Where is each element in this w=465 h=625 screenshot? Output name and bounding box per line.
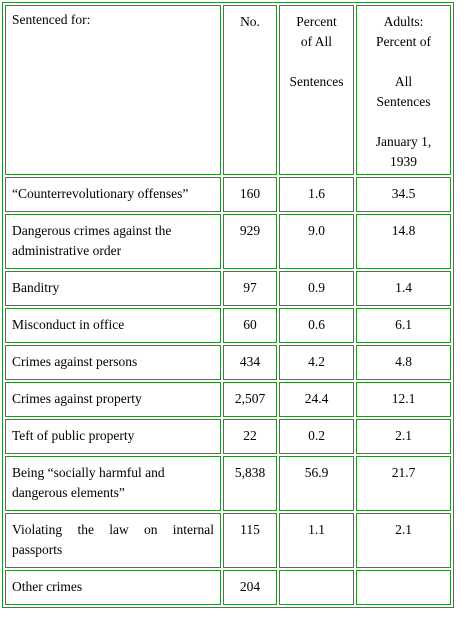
header-percent-line: of All <box>300 34 333 49</box>
table-row: Teft of public property 22 0.2 2.1 <box>5 419 451 454</box>
table-row: “Counterrevolutionary offenses” 160 1.6 … <box>5 177 451 212</box>
row-count: 929 <box>239 223 261 238</box>
header-adults-line: 1939 <box>390 154 417 169</box>
row-label: Being “socially harmful and dangerous el… <box>12 465 165 500</box>
table-row: Being “socially harmful and dangerous el… <box>5 456 451 511</box>
header-sentenced-for-text: Sentenced for: <box>12 12 91 27</box>
row-count: 115 <box>240 522 260 537</box>
row-adults-percent: 2.1 <box>395 428 412 443</box>
header-no: No. <box>223 5 277 175</box>
row-adults-percent: 21.7 <box>391 465 416 480</box>
table-row: Banditry 97 0.9 1.4 <box>5 271 451 306</box>
table-row: Violating the law on internal passports … <box>5 513 451 568</box>
row-label: Banditry <box>12 280 60 295</box>
header-percent-all: Percent of All Sentences <box>279 5 354 175</box>
row-label: Misconduct in office <box>12 317 125 332</box>
table-row: Crimes against persons 434 4.2 4.8 <box>5 345 451 380</box>
header-adults-line: Sentences <box>376 94 431 109</box>
row-adults-percent: 6.1 <box>395 317 412 332</box>
header-no-text: No. <box>240 14 260 29</box>
header-sentenced-for: Sentenced for: <box>5 5 221 175</box>
row-label: Teft of public property <box>12 428 135 443</box>
row-percent-all <box>280 571 353 577</box>
header-percent-line: Percent <box>296 14 337 29</box>
header-adults-line: All <box>394 74 413 89</box>
header-adults-line: Adults: <box>383 14 424 29</box>
sentences-table: Sentenced for: No. Percent of All Senten… <box>2 2 454 608</box>
row-percent-all: 1.6 <box>308 186 325 201</box>
header-row: Sentenced for: No. Percent of All Senten… <box>5 5 451 175</box>
row-adults-percent: 4.8 <box>395 354 412 369</box>
row-percent-all: 56.9 <box>304 465 329 480</box>
row-percent-all: 24.4 <box>304 391 329 406</box>
row-adults-percent: 1.4 <box>395 280 412 295</box>
row-count: 160 <box>239 186 261 201</box>
row-label: Dangerous crimes against the administrat… <box>12 223 172 258</box>
sentences-table-container: Sentenced for: No. Percent of All Senten… <box>2 2 454 608</box>
row-count: 97 <box>243 280 257 295</box>
row-label: “Counterrevolutionary offenses” <box>12 186 189 201</box>
table-row: Dangerous crimes against the administrat… <box>5 214 451 269</box>
row-percent-all: 0.2 <box>308 428 325 443</box>
header-adults-percent: Adults: Percent of All Sentences January… <box>356 5 451 175</box>
table-row: Crimes against property 2,507 24.4 12.1 <box>5 382 451 417</box>
row-adults-percent: 2.1 <box>395 522 412 537</box>
row-label: Crimes against property <box>12 391 142 406</box>
row-label: Other crimes <box>12 579 83 594</box>
row-adults-percent: 34.5 <box>391 186 416 201</box>
row-adults-percent <box>357 571 450 577</box>
row-count: 5,838 <box>234 465 266 480</box>
row-count: 434 <box>239 354 261 369</box>
row-percent-all: 9.0 <box>308 223 325 238</box>
header-adults-line: January 1, <box>375 134 432 149</box>
row-count: 2,507 <box>234 391 266 406</box>
row-label: Crimes against persons <box>12 354 138 369</box>
row-percent-all: 0.9 <box>308 280 325 295</box>
row-count: 22 <box>243 428 257 443</box>
row-percent-all: 0.6 <box>308 317 325 332</box>
row-count: 60 <box>243 317 257 332</box>
table-row: Misconduct in office 60 0.6 6.1 <box>5 308 451 343</box>
row-percent-all: 4.2 <box>308 354 325 369</box>
header-percent-line: Sentences <box>289 74 344 89</box>
row-count: 204 <box>239 579 261 594</box>
row-percent-all: 1.1 <box>308 522 325 537</box>
row-adults-percent: 12.1 <box>391 391 416 406</box>
row-label: Violating the law on internal passports <box>12 522 214 557</box>
table-row: Other crimes 204 <box>5 570 451 605</box>
header-adults-line: Percent of <box>375 34 432 49</box>
row-adults-percent: 14.8 <box>391 223 416 238</box>
